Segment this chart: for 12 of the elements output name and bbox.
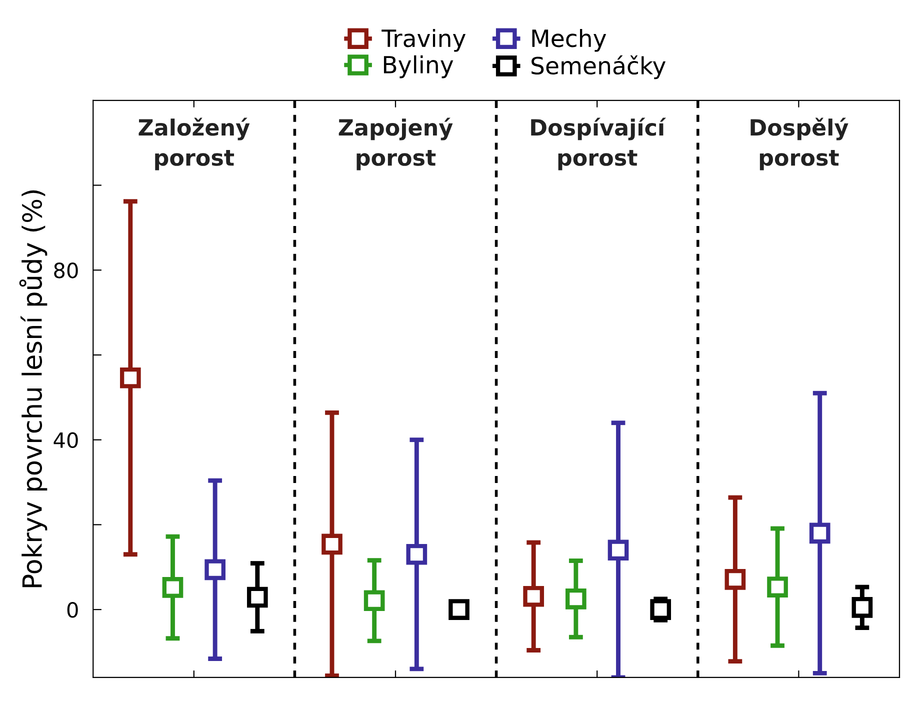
- y-tick-label: 40: [54, 432, 78, 448]
- x-tick-label: Dospělý porost: [750, 118, 848, 170]
- y-tick-label: 80: [54, 262, 78, 278]
- y-axis-title: Pokryv povrchu lesní půdy (%): [19, 190, 48, 588]
- y-tick-label: 0: [67, 602, 78, 618]
- legend-label: Traviny: [382, 28, 466, 52]
- x-tick-label: Zapojený porost: [338, 118, 453, 170]
- x-tick-label: Založený porost: [138, 118, 250, 170]
- legend-label: Semenáčky: [532, 55, 666, 80]
- x-tick-label: Dospívající porost: [531, 118, 666, 170]
- legend-label: Mechy: [532, 28, 606, 52]
- legend-label: Byliny: [384, 55, 454, 78]
